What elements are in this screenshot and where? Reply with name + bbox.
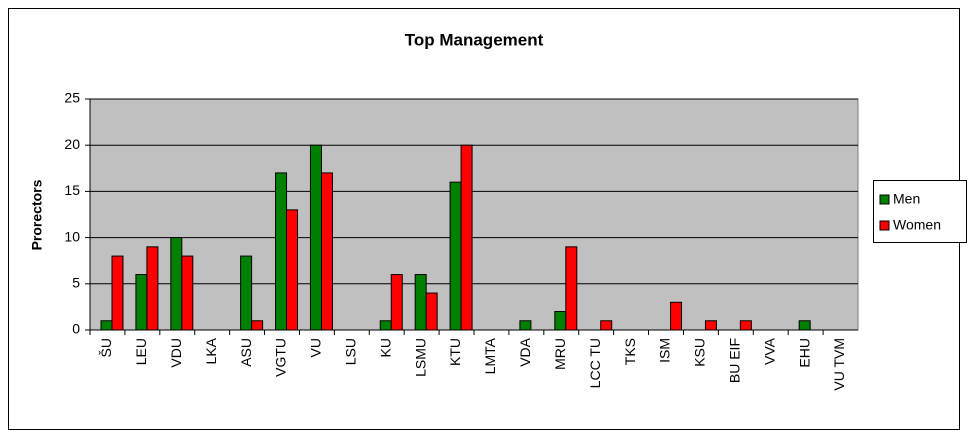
x-tick-label: BU EIF (727, 338, 743, 383)
bar (100, 320, 113, 331)
bar (181, 255, 194, 331)
legend-label: Women (893, 217, 941, 233)
bar (135, 274, 148, 331)
x-tick-label: VGTU (273, 338, 289, 377)
legend-box (873, 180, 967, 243)
bar (519, 320, 532, 331)
x-tick-label: LEU (133, 338, 149, 365)
legend-label: Men (893, 191, 920, 207)
bar (425, 292, 438, 331)
x-tick-label: VDA (517, 337, 533, 366)
bar (390, 274, 403, 331)
bar (449, 181, 462, 331)
bar (146, 246, 159, 331)
x-tick-label: VVA (761, 337, 777, 365)
x-tick-label: KTU (447, 338, 463, 366)
x-tick-label: LMTA (482, 337, 498, 374)
y-axis-label: Prorectors (29, 179, 45, 250)
bar (251, 320, 264, 331)
y-tick-label: 0 (72, 321, 80, 337)
x-tick-label: VU TVM (831, 338, 847, 391)
bar (565, 246, 578, 331)
x-tick-label: ISM (657, 338, 673, 363)
y-tick-label: 10 (64, 228, 80, 244)
x-tick-label: ASU (238, 338, 254, 367)
bar (554, 311, 567, 331)
y-tick-label: 25 (64, 90, 80, 106)
y-tick-label: 5 (72, 275, 80, 291)
x-tick-label: ŠU (98, 338, 114, 357)
x-tick-label: EHU (796, 338, 812, 368)
x-tick-label: VU (308, 338, 324, 357)
bar (111, 255, 124, 331)
bar (309, 144, 322, 331)
plot-area (89, 98, 859, 331)
bar (379, 320, 392, 331)
bar (414, 274, 427, 331)
bar (600, 320, 613, 331)
legend-swatch (879, 194, 890, 205)
bar (739, 320, 752, 331)
bar (170, 237, 183, 331)
y-tick-label: 20 (64, 136, 80, 152)
x-tick-label: LSMU (412, 338, 428, 377)
bar (275, 172, 288, 331)
x-tick-label: KSU (692, 338, 708, 367)
x-tick-label: KU (377, 338, 393, 357)
chart-title: Top Management (405, 30, 544, 49)
bar (460, 144, 473, 331)
bar (286, 209, 299, 331)
bar (798, 320, 811, 331)
x-tick-label: LSU (343, 338, 359, 365)
bar (240, 255, 253, 331)
legend-swatch (879, 220, 890, 231)
x-tick-label: TKS (622, 338, 638, 365)
x-tick-label: LKA (203, 337, 219, 364)
bar (704, 320, 717, 331)
x-tick-label: VDU (168, 338, 184, 368)
bar (320, 172, 333, 331)
x-tick-label: MRU (552, 338, 568, 370)
y-tick-label: 15 (64, 182, 80, 198)
x-tick-label: LCC TU (587, 338, 603, 388)
bar (670, 301, 683, 331)
